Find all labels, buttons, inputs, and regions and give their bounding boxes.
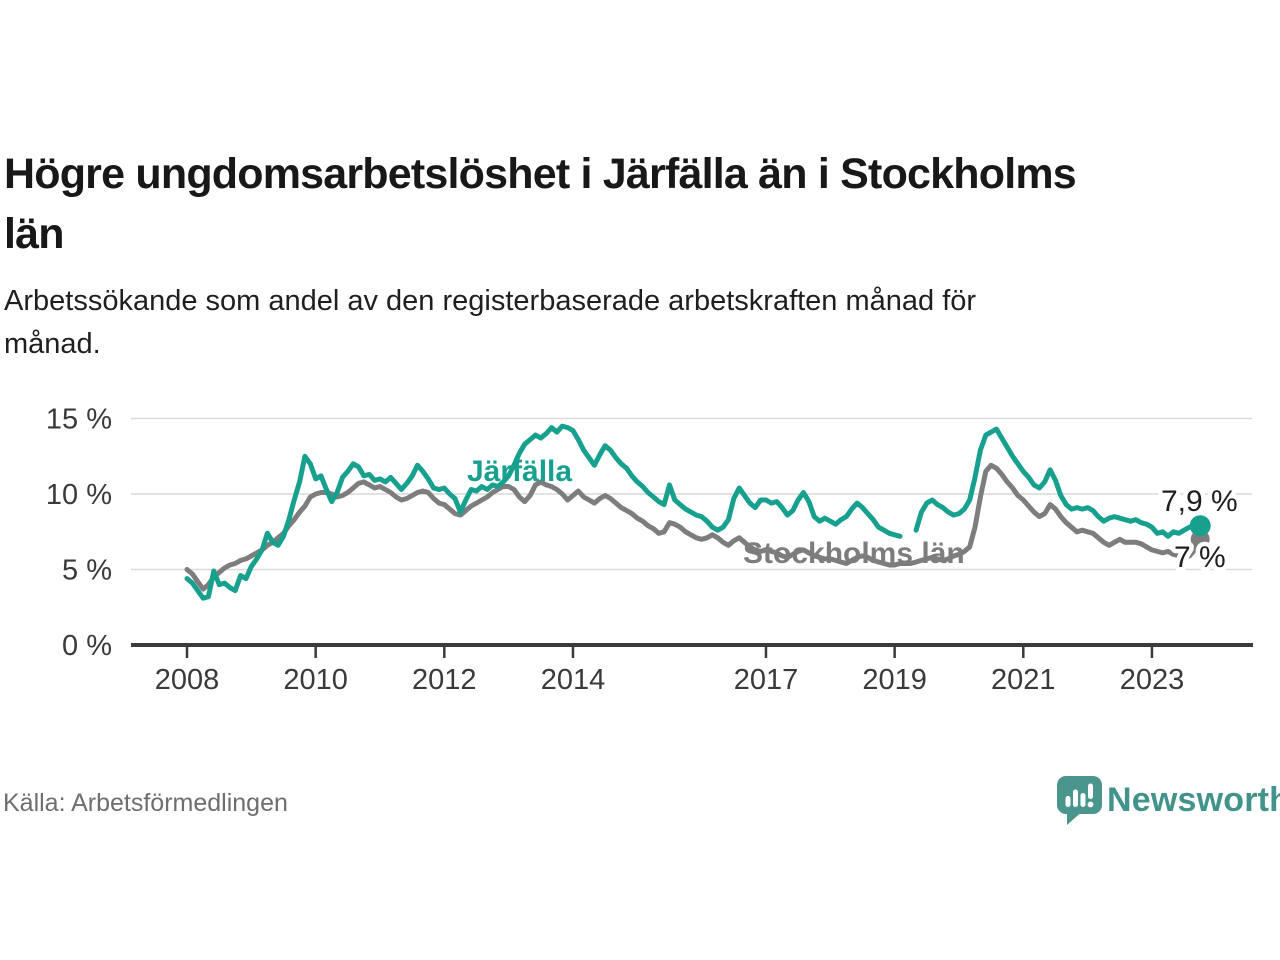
page-title-line-2: län bbox=[4, 210, 65, 258]
y-tick-label: 0 % bbox=[62, 630, 112, 662]
x-tick-label: 2019 bbox=[862, 664, 927, 696]
series-label-stockholms-lan: Stockholms län bbox=[743, 537, 965, 570]
series-line-stockholms-lan bbox=[184, 462, 1203, 592]
end-value-label-jarfalla: 7,9 % bbox=[1161, 485, 1238, 518]
y-tick-label: 5 % bbox=[62, 555, 112, 587]
x-tick-label: 2008 bbox=[155, 664, 220, 696]
chart-subtitle: Arbetssökande som andel av den registerb… bbox=[4, 280, 1276, 366]
page-title: Högre ungdomsarbetslöshet i Järfälla än … bbox=[4, 144, 1276, 264]
x-tick-label: 2023 bbox=[1120, 664, 1185, 696]
page-title-line-1: Högre ungdomsarbetslöshet i Järfälla än … bbox=[4, 150, 1077, 198]
series-line-jarfalla bbox=[184, 423, 1203, 601]
x-axis bbox=[131, 643, 1253, 658]
end-value-label-stockholms-lan: 7 % bbox=[1174, 541, 1226, 574]
source-note: Källa: Arbetsförmedlingen bbox=[3, 789, 288, 817]
y-tick-label: 15 % bbox=[46, 404, 112, 436]
newsworthy-speech-bubble-bar-chart-icon bbox=[1057, 776, 1102, 825]
x-tick-label: 2014 bbox=[541, 664, 606, 696]
x-tick-label: 2021 bbox=[991, 664, 1056, 696]
x-tick-label: 2012 bbox=[412, 664, 477, 696]
gridlines bbox=[131, 417, 1252, 571]
series-label-jarfalla: Järfälla bbox=[467, 455, 572, 488]
x-tick-label: 2010 bbox=[283, 664, 348, 696]
chart-subtitle-line-1: Arbetssökande som andel av den registerb… bbox=[4, 285, 977, 317]
chart-labels: 15 % 10 % 5 % 0 % 2008 2010 2012 2014 2017 2019 20… bbox=[46, 404, 1242, 697]
series-end-dot-jarfalla bbox=[1189, 515, 1211, 537]
data-series bbox=[184, 423, 1211, 601]
chart-subtitle-line-2: månad. bbox=[4, 328, 101, 360]
y-tick-label: 10 % bbox=[46, 479, 112, 511]
x-tick-label: 2017 bbox=[734, 664, 799, 696]
newsworthy-wordmark: Newsworthy bbox=[1107, 781, 1280, 819]
